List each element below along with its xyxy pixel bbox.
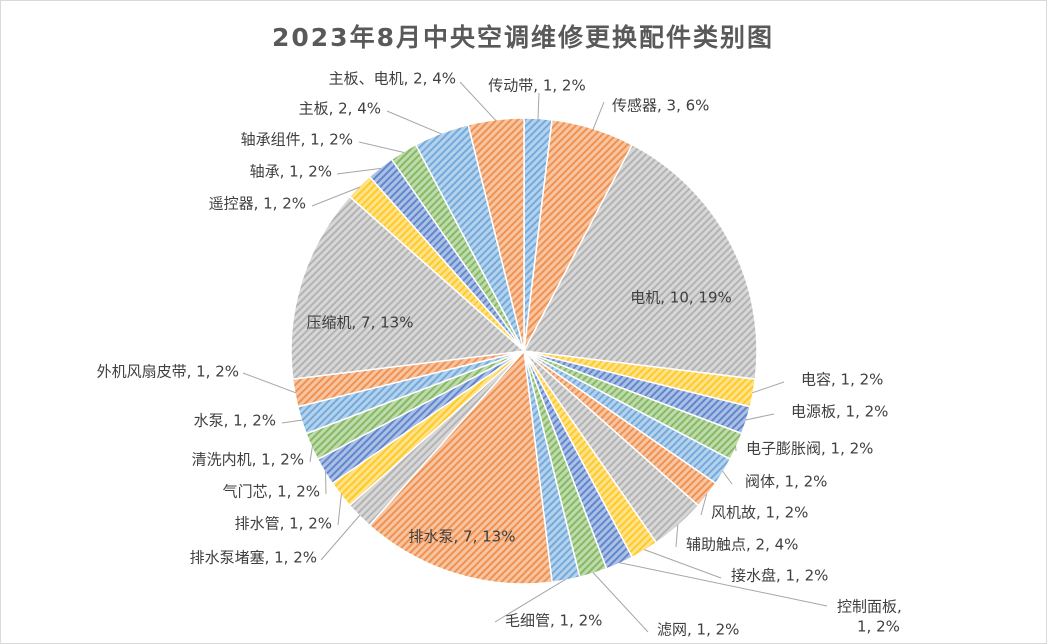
- data-label: 轴承组件, 1, 2%: [241, 131, 353, 149]
- leader-line: [325, 470, 327, 495]
- leader-lines: [242, 81, 828, 633]
- pie-slice: [522, 143, 758, 380]
- leader-line: [592, 572, 649, 633]
- leader-line: [337, 494, 342, 526]
- leader-line: [309, 446, 313, 463]
- leader-line: [752, 381, 785, 394]
- leader-line: [675, 524, 679, 548]
- data-label: 接水盘, 1, 2%: [731, 567, 828, 585]
- chart-title: 2023年8月中央空调维修更换配件类别图: [272, 23, 774, 52]
- leader-line: [745, 413, 775, 421]
- data-label: 水泵, 1, 2%: [194, 412, 276, 430]
- data-label: 排水泵堵塞, 1, 2%: [190, 549, 317, 567]
- data-label: 轴承, 1, 2%: [250, 163, 332, 181]
- leader-line: [459, 81, 497, 122]
- data-label: 传感器, 3, 6%: [612, 97, 709, 115]
- leader-line: [311, 186, 361, 207]
- data-label: 毛细管, 1, 2%: [505, 612, 602, 630]
- data-label: 滤网, 1, 2%: [657, 621, 739, 639]
- data-label: 遥控器, 1, 2%: [209, 195, 306, 213]
- pie-slice: [467, 117, 525, 352]
- leader-line: [700, 493, 708, 516]
- leader-line: [592, 101, 605, 130]
- data-label: 压缩机, 7, 13%: [307, 314, 414, 332]
- data-label: 电子膨胀阀, 1, 2%: [746, 440, 873, 458]
- data-label: 排水管, 1, 2%: [235, 515, 332, 533]
- data-label: 阀体, 1, 2%: [745, 473, 827, 491]
- data-label: 电源板, 1, 2%: [791, 403, 888, 421]
- leader-line: [386, 110, 442, 135]
- data-label: 主板, 2, 4%: [299, 100, 381, 118]
- data-label: 控制面板,: [837, 598, 902, 616]
- data-label: 排水泵, 7, 13%: [409, 528, 516, 546]
- data-label: 清洗内机, 1, 2%: [192, 451, 304, 469]
- leader-line: [320, 514, 361, 561]
- data-label: 外机风扇皮带, 1, 2%: [97, 363, 239, 381]
- leader-line: [281, 419, 303, 424]
- leader-line: [643, 549, 722, 579]
- data-label-line2: 1, 2%: [857, 618, 900, 636]
- data-label: 风机故, 1, 2%: [711, 504, 808, 522]
- data-label: 传动带, 1, 2%: [488, 77, 585, 95]
- leader-line: [722, 470, 733, 485]
- pie-slice: [290, 195, 526, 380]
- leader-line: [242, 372, 296, 394]
- data-label: 电机, 10, 19%: [630, 289, 732, 307]
- pie-slice: [368, 349, 553, 585]
- data-labels: 传动带, 1, 2% 传感器, 3, 6% 电机, 10, 19% 电容, 1, 2%…: [97, 70, 902, 639]
- data-label: 主板、电机, 2, 4%: [329, 70, 456, 88]
- leader-line: [619, 562, 828, 607]
- slices-layer: [290, 117, 758, 585]
- data-label: 辅助触点, 2, 4%: [686, 536, 798, 554]
- data-label: 气门芯, 1, 2%: [223, 483, 320, 501]
- leader-line: [494, 578, 567, 623]
- leader-line: [537, 92, 540, 120]
- leader-line: [336, 167, 381, 175]
- leader-line: [358, 141, 405, 153]
- data-label: 电容, 1, 2%: [801, 371, 883, 389]
